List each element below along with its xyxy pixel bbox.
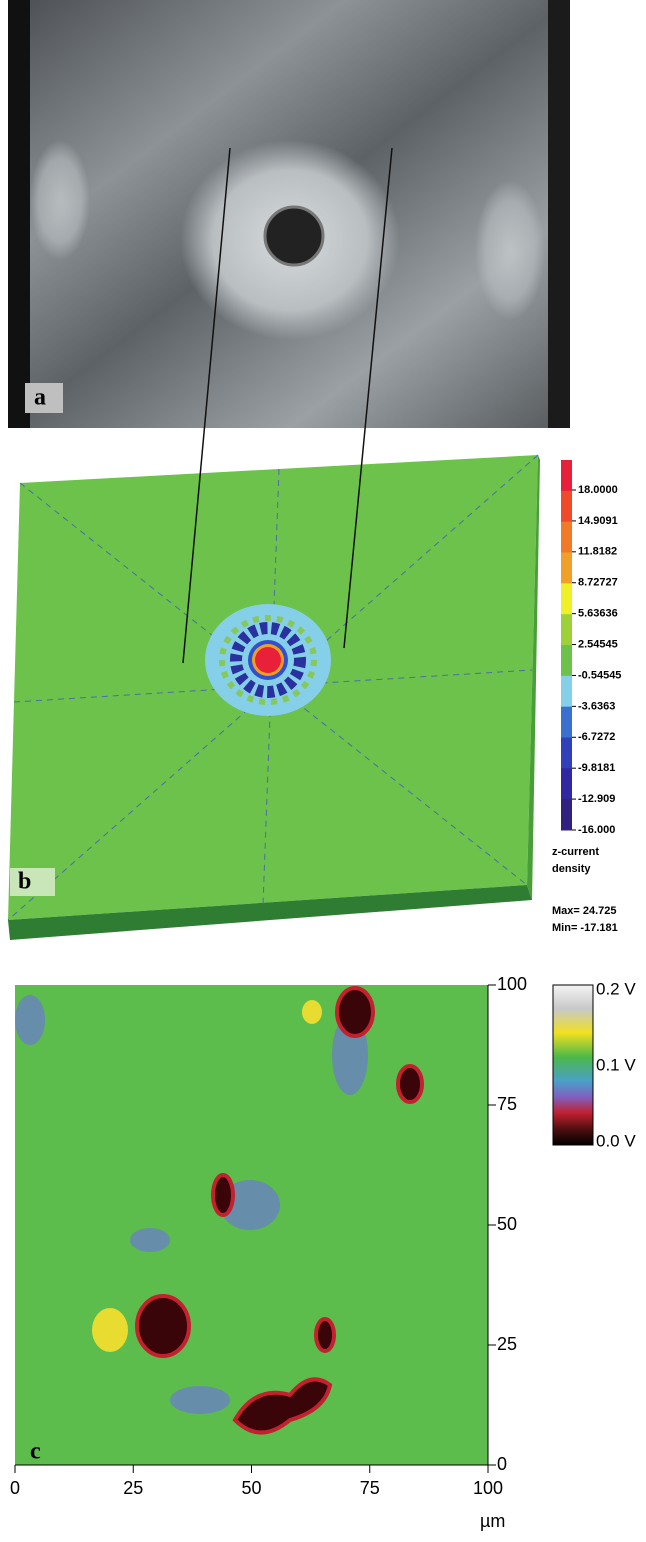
colorbar-label: 8.72727: [578, 577, 618, 589]
label-box: [10, 868, 55, 896]
panel-b: b 18.0000 14.9091 11.8182 8.72727 5.63636 2.5…: [8, 455, 621, 940]
hole: [265, 207, 323, 265]
colorbar-label: 5.63636: [578, 608, 618, 620]
x-tick-label: 25: [123, 1478, 143, 1498]
y-tick-label: 50: [497, 1214, 517, 1234]
y-tick-label: 0: [497, 1454, 507, 1474]
panel-label: b: [18, 869, 31, 895]
panel-label: a: [34, 385, 46, 411]
x-tick-label: 75: [360, 1478, 380, 1498]
colorbar-label: -16.000: [578, 824, 615, 836]
x-tick-label: 100: [473, 1478, 503, 1498]
quantity-label: z-current density: [552, 846, 599, 875]
corroded-area: [475, 180, 545, 320]
panel-c: c µm 0.2 V 0.1 V 0.0 V 0 25 50 75 100 0 25 50 75 10…: [10, 974, 636, 1531]
current-core: [255, 647, 281, 673]
panel-label: c: [30, 1439, 41, 1465]
colorbar-label: -6.7272: [578, 731, 615, 743]
colorbar-segment: [561, 768, 572, 799]
colorbar-segment: [561, 614, 572, 645]
colorbar-label: -12.909: [578, 793, 615, 805]
colorbar-segment: [561, 522, 572, 553]
corroded-area: [30, 140, 90, 260]
colorbar-segment: [561, 460, 572, 491]
colorbar-label: 0.0 V: [596, 1131, 636, 1150]
colorbar-labels: 0.2 V 0.1 V 0.0 V: [596, 979, 636, 1150]
colorbar-label: 0.2 V: [596, 979, 636, 998]
colorbar-label: -0.54545: [578, 669, 621, 681]
colorbar-segment: [561, 583, 572, 614]
colorbar: 18.0000 14.9091 11.8182 8.72727 5.63636 2.545…: [561, 460, 621, 836]
colorbar-segment: [561, 491, 572, 522]
quantity-line: z-current: [552, 846, 599, 858]
x-tick-label: 50: [241, 1478, 261, 1498]
photo-edge: [8, 0, 30, 428]
panel-a: a: [8, 0, 570, 428]
colorbar-label: 2.54545: [578, 638, 618, 650]
min-label: Min= -17.181: [552, 922, 618, 934]
figure: a b 18.0000 14.9091 11.8182 8.72727 5.63636 2…: [0, 0, 646, 1537]
colorbar-label: 18.0000: [578, 484, 618, 496]
quantity-line: density: [552, 863, 591, 875]
photo-edge: [548, 0, 570, 428]
y-tick-label: 75: [497, 1094, 517, 1114]
colorbar-segment: [561, 645, 572, 676]
colorbar-segment: [561, 799, 572, 830]
colorbar-label: -9.8181: [578, 762, 615, 774]
colorbar-label: -3.6363: [578, 700, 615, 712]
colorbar: [553, 985, 593, 1145]
y-tick-label: 25: [497, 1334, 517, 1354]
colorbar-segment: [561, 738, 572, 769]
colorbar-segment: [561, 676, 572, 707]
colorbar-segment: [561, 553, 572, 584]
x-tick-label: 0: [10, 1478, 20, 1498]
max-label: Max= 24.725: [552, 905, 617, 917]
y-tick-label: 100: [497, 974, 527, 994]
colorbar-segment: [561, 707, 572, 738]
colorbar-label: 0.1 V: [596, 1055, 636, 1074]
colorbar-label: 11.8182: [578, 546, 617, 558]
colorbar-label: 14.9091: [578, 515, 618, 527]
x-unit: µm: [480, 1511, 505, 1531]
